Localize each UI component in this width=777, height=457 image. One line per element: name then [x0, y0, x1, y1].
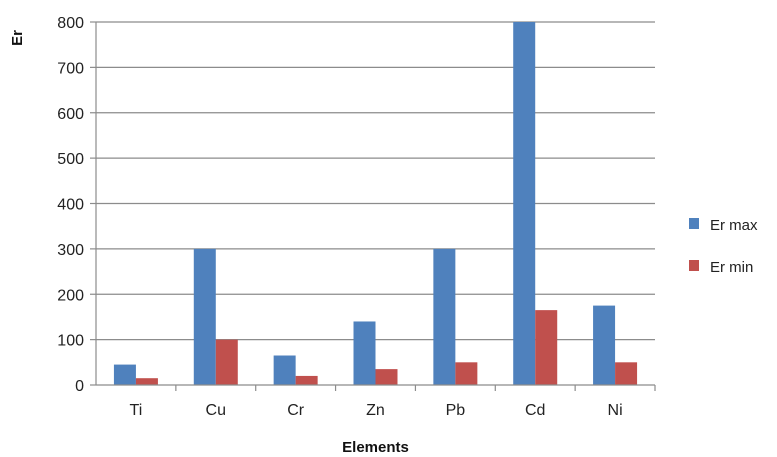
x-tick-label: Ni [608, 402, 623, 419]
y-tick-label: 600 [57, 106, 84, 123]
legend-label: Er max [710, 217, 758, 234]
bar-er-max-ti [113, 364, 136, 385]
bars [113, 22, 638, 385]
legend-label: Er min [710, 259, 753, 276]
bar-er-min-pb [455, 362, 478, 385]
x-tick-labels: Ti Cu Cr Zn Pb Cd Ni [130, 402, 623, 419]
x-tick-label: Ti [130, 402, 143, 419]
y-tick-label: 700 [57, 60, 84, 77]
y-tick-label: 800 [57, 15, 84, 32]
y-axis-title: Er [9, 30, 26, 46]
bar-er-max-zn [353, 321, 376, 385]
bar-er-max-ni [593, 305, 616, 385]
x-axis-title: Elements [342, 439, 409, 456]
bar-er-min-cu [215, 339, 238, 385]
legend-swatch [689, 260, 699, 271]
x-tick-label: Cu [206, 402, 226, 419]
bar-er-min-ti [135, 378, 158, 385]
gridlines [96, 21, 655, 341]
bar-er-max-cr [273, 355, 296, 385]
bar-er-min-ni [615, 362, 638, 385]
x-tick-label: Cd [525, 402, 545, 419]
y-tick-label: 300 [57, 242, 84, 259]
y-tick-labels: 0 100 200 300 400 500 600 700 800 [57, 15, 84, 395]
y-tick-label: 500 [57, 151, 84, 168]
bar-er-max-cu [193, 248, 216, 385]
x-tick-label: Pb [446, 402, 466, 419]
legend: Er max Er min [689, 217, 758, 276]
bar-er-max-cd [513, 22, 536, 385]
bar-er-min-cr [295, 375, 318, 385]
x-tick-label: Zn [366, 402, 385, 419]
bar-er-max-pb [433, 248, 456, 385]
y-tick-label: 100 [57, 333, 84, 350]
legend-swatch [689, 218, 699, 229]
y-tick-label: 0 [75, 378, 84, 395]
y-tick-label: 200 [57, 287, 84, 304]
x-tick-label: Cr [287, 402, 305, 419]
bar-er-min-cd [535, 310, 558, 385]
y-tick-label: 400 [57, 197, 84, 214]
axes [90, 21, 656, 391]
bar-er-min-zn [375, 369, 398, 385]
